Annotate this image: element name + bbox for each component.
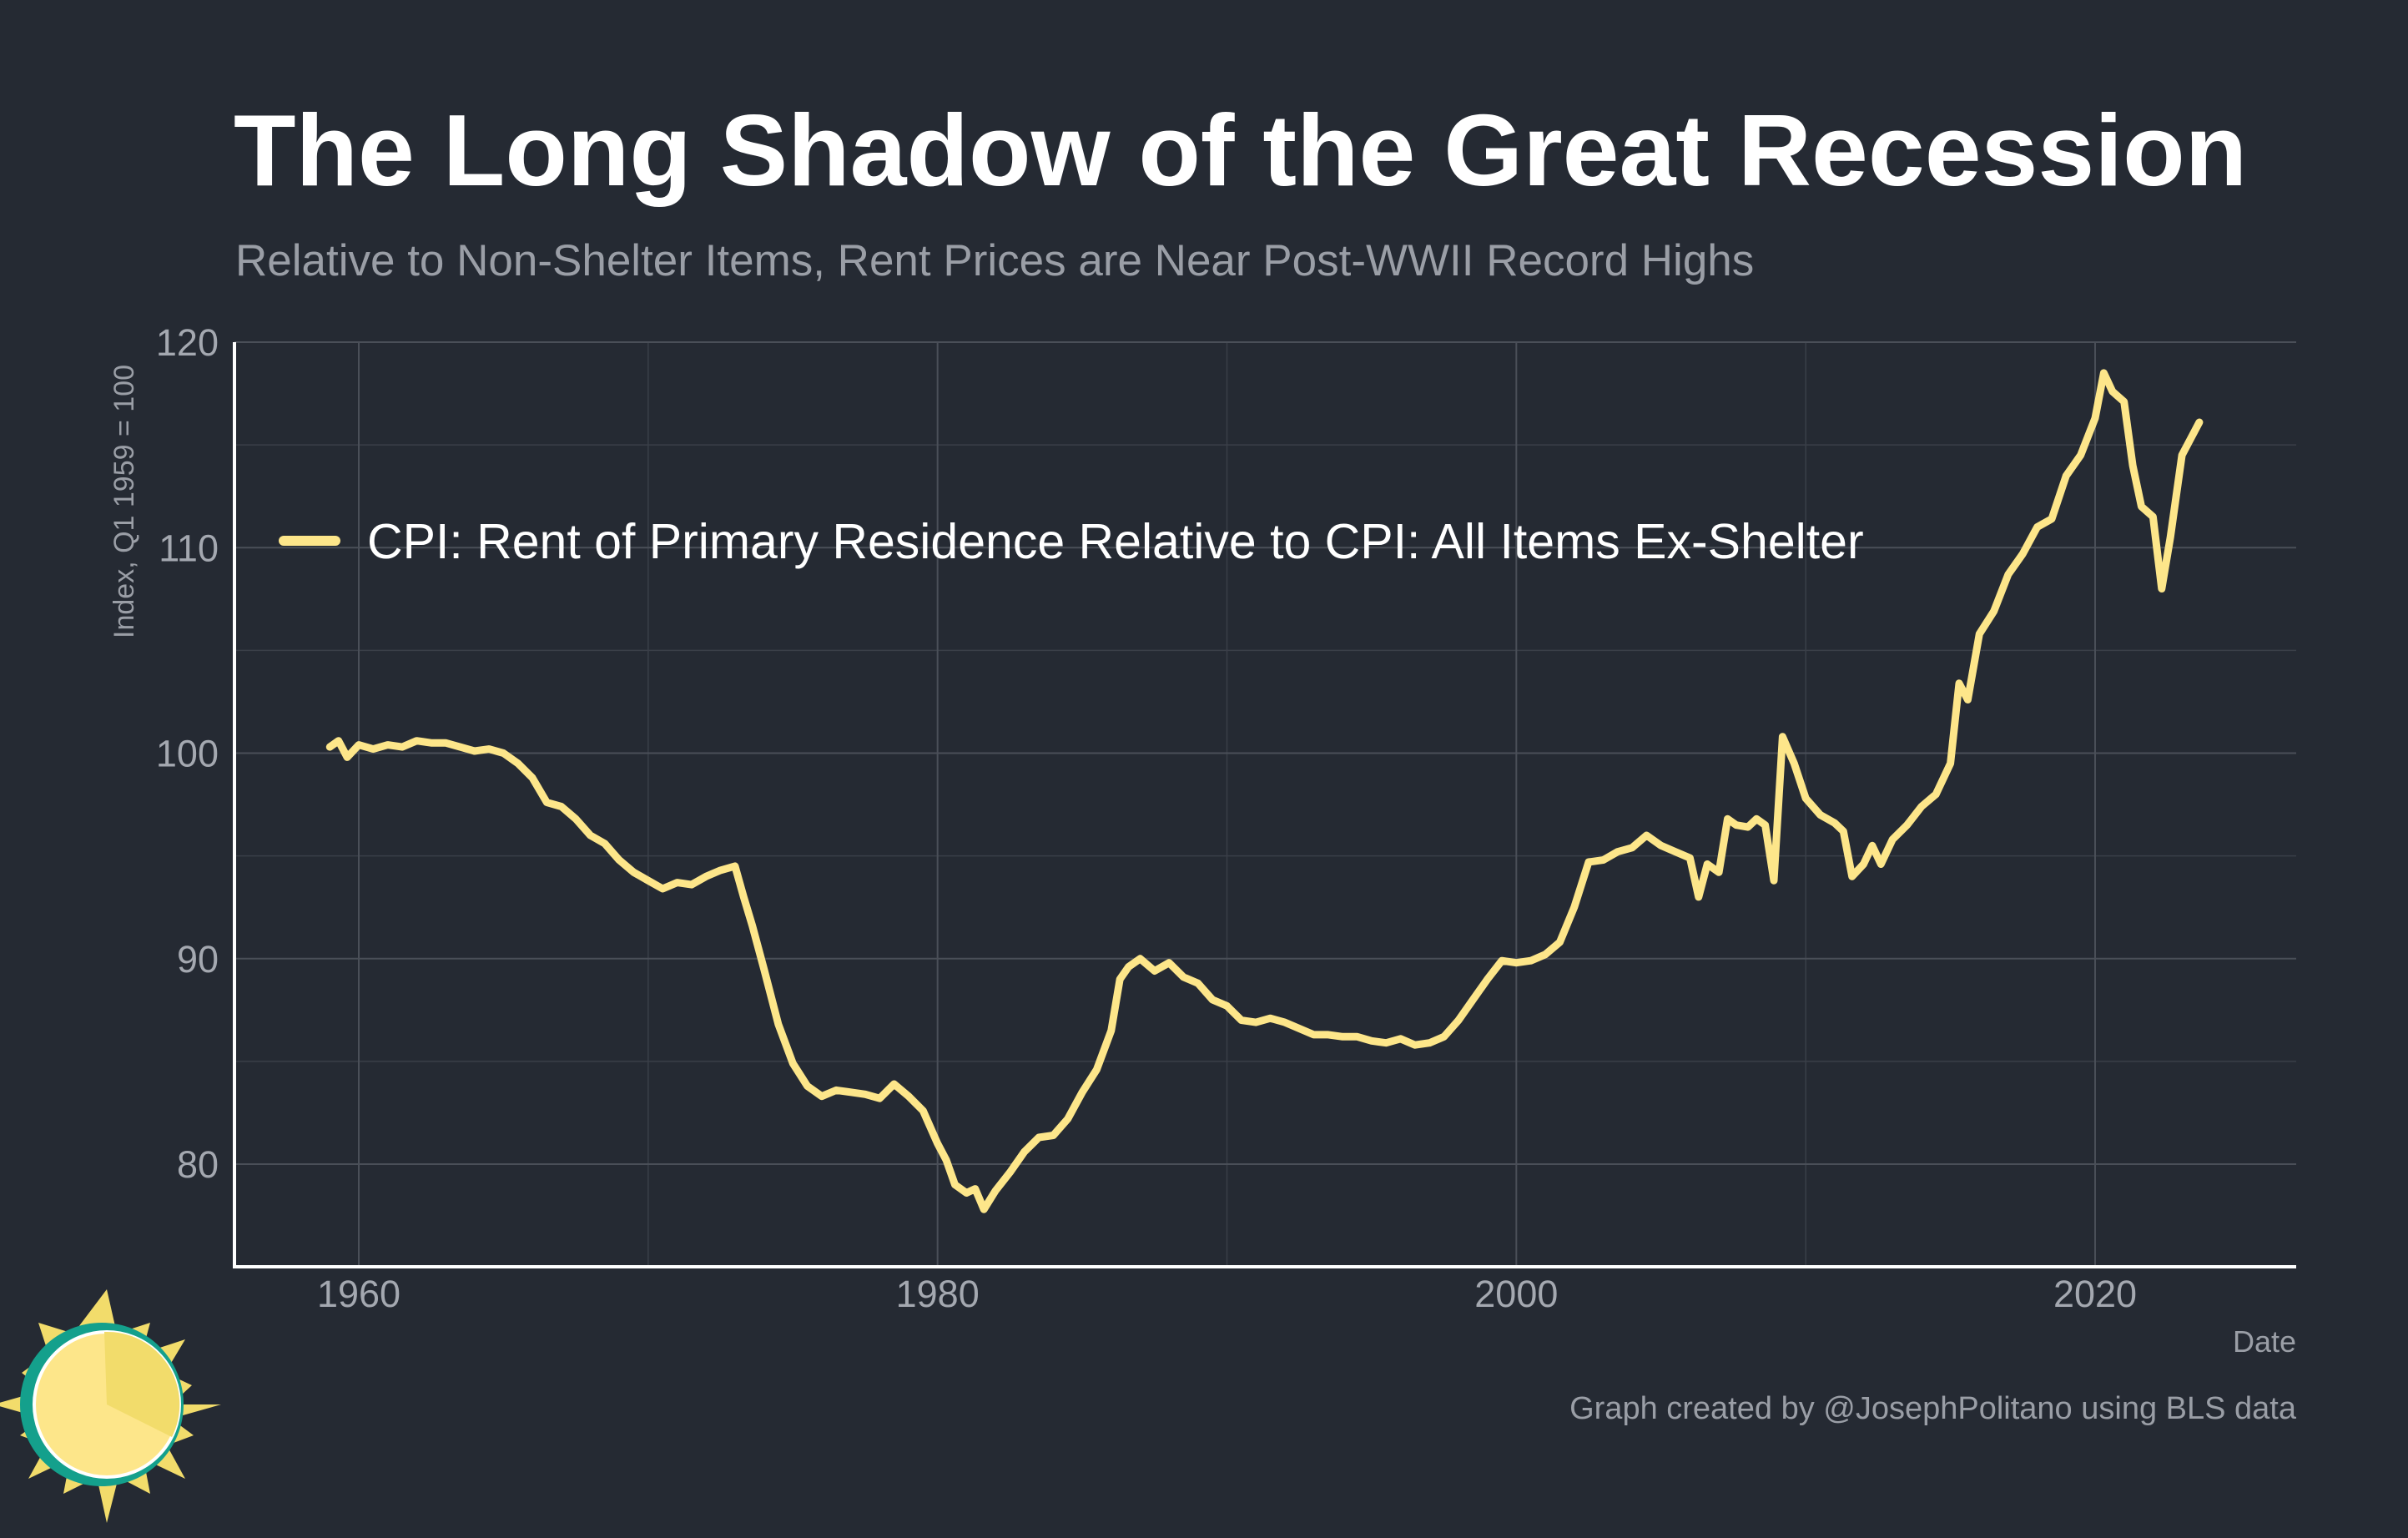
y-tick-label-80: 80: [177, 1143, 219, 1186]
y-tick-label-120: 120: [156, 321, 219, 364]
y-tick-label-100: 100: [156, 733, 219, 775]
legend-label: CPI: Rent of Primary Residence Relative …: [367, 514, 1864, 569]
x-tick-label-2000: 2000: [1474, 1273, 1558, 1315]
y-axis-ticks: 80 90 100 110 120: [156, 321, 219, 1186]
sun-logo-icon: [0, 1289, 221, 1523]
legend: CPI: Rent of Primary Residence Relative …: [279, 514, 1864, 569]
x-tick-label-1980: 1980: [896, 1273, 980, 1315]
series-line-rent-relative-cpi: [325, 369, 2204, 1213]
chart-title: The Long Shadow of the Great Recession: [234, 93, 2247, 207]
y-tick-label-110: 110: [159, 527, 219, 569]
sun-wedge-icon: [104, 1331, 180, 1437]
x-tick-label-2020: 2020: [2053, 1273, 2137, 1315]
x-axis-label: Date: [2233, 1324, 2296, 1359]
y-tick-label-90: 90: [177, 938, 219, 981]
chart-subtitle: Relative to Non-Shelter Items, Rent Pric…: [235, 236, 1754, 285]
y-axis-label: Index, Q1 1959 = 100: [108, 365, 140, 638]
source-caption: Graph created by @JosephPolitano using B…: [1569, 1391, 2297, 1426]
x-axis-ticks: 1960 1980 2000 2020: [317, 1273, 2137, 1315]
x-tick-label-1960: 1960: [317, 1273, 400, 1315]
